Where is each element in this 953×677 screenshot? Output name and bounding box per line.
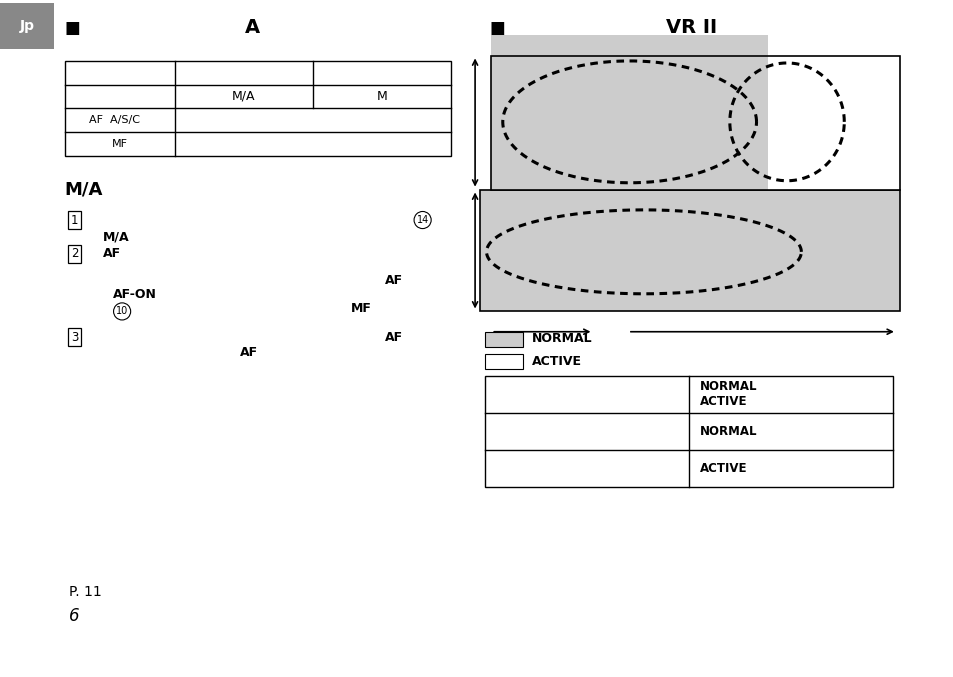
Text: MF: MF	[351, 301, 372, 315]
Bar	[479, 190, 899, 311]
Text: M/A: M/A	[232, 90, 255, 103]
Text: AF  A/S/C: AF A/S/C	[89, 115, 139, 125]
Text: M/A: M/A	[103, 230, 130, 244]
Bar	[491, 56, 899, 190]
Text: 10: 10	[116, 307, 128, 316]
Text: AF-ON: AF-ON	[112, 288, 156, 301]
Bar	[491, 56, 767, 190]
Text: 2: 2	[71, 247, 78, 261]
Text: P. 11: P. 11	[69, 586, 101, 599]
Text: 3: 3	[71, 330, 78, 344]
Text: MF: MF	[112, 139, 128, 149]
Bar	[491, 56, 899, 190]
Text: AF: AF	[384, 274, 402, 288]
Bar	[484, 354, 522, 369]
Text: M/A: M/A	[65, 181, 103, 198]
Bar	[65, 61, 451, 156]
Bar	[484, 376, 892, 487]
Text: A: A	[245, 18, 260, 37]
Text: ACTIVE: ACTIVE	[532, 355, 581, 368]
Text: 6: 6	[69, 607, 79, 625]
Bar	[491, 35, 767, 190]
Bar	[484, 332, 522, 347]
Text: 1: 1	[71, 213, 78, 227]
Text: AF: AF	[384, 330, 402, 344]
Bar	[0, 3, 54, 49]
Text: M: M	[376, 90, 387, 103]
Text: AF: AF	[240, 345, 258, 359]
Text: VR II: VR II	[665, 18, 717, 37]
Text: AF: AF	[103, 247, 121, 261]
Text: Jp: Jp	[20, 19, 34, 33]
Text: ACTIVE: ACTIVE	[700, 462, 747, 475]
Text: NORMAL
ACTIVE: NORMAL ACTIVE	[700, 380, 757, 408]
Text: 14: 14	[416, 215, 428, 225]
Text: NORMAL: NORMAL	[700, 425, 757, 438]
Text: ■: ■	[65, 20, 81, 37]
Text: ■: ■	[489, 20, 505, 37]
Text: NORMAL: NORMAL	[532, 332, 593, 345]
